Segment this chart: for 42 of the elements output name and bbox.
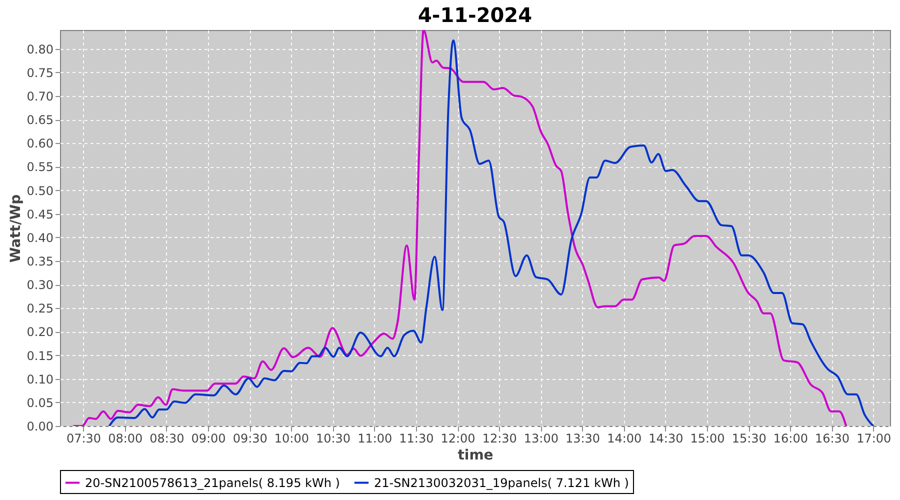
y-tick-label: 0.60 bbox=[26, 136, 54, 151]
x-tick-label: 16:30 bbox=[814, 432, 850, 446]
y-tick-label: 0.65 bbox=[26, 113, 54, 128]
y-tick-label: 0.15 bbox=[26, 348, 54, 363]
x-tick-label: 10:00 bbox=[274, 432, 309, 446]
x-tick-label: 09:30 bbox=[232, 432, 268, 446]
x-tick-label: 11:30 bbox=[399, 432, 434, 446]
x-tick-label: 12:30 bbox=[482, 432, 517, 446]
y-tick-label: 0.75 bbox=[26, 66, 54, 80]
x-tick-label: 12:00 bbox=[440, 432, 476, 446]
x-tick-label: 10:30 bbox=[316, 432, 351, 446]
y-axis-title: Watt/Wp bbox=[8, 194, 24, 263]
y-tick-label: 0.40 bbox=[26, 230, 54, 245]
x-axis-title: time bbox=[458, 448, 494, 464]
legend-label: 20-SN2100578613_21panels( 8.195 kWh ) bbox=[85, 476, 340, 490]
x-tick-label: 17:00 bbox=[856, 432, 892, 446]
y-tick-label: 0.25 bbox=[26, 302, 54, 316]
x-tick-label: 13:30 bbox=[565, 432, 600, 446]
y-tick-label: 0.30 bbox=[26, 278, 54, 292]
x-tick-label: 14:30 bbox=[648, 432, 684, 446]
x-tick-label: 08:00 bbox=[108, 432, 143, 446]
chart-title: 4-11-2024 bbox=[418, 3, 532, 27]
x-tick-label: 15:00 bbox=[690, 432, 725, 446]
x-tick-label: 08:30 bbox=[150, 432, 184, 446]
y-tick-label: 0.20 bbox=[26, 325, 54, 340]
y-tick-label: 0.80 bbox=[26, 42, 54, 56]
y-tick-label: 0.50 bbox=[26, 184, 54, 198]
x-tick-label: 07:30 bbox=[66, 432, 102, 446]
y-tick-label: 0.45 bbox=[26, 207, 54, 222]
x-tick-label: 13:00 bbox=[524, 432, 558, 446]
y-tick-label: 0.10 bbox=[26, 372, 54, 386]
y-tick-label: 0.55 bbox=[26, 160, 54, 174]
x-tick-label: 16:00 bbox=[773, 432, 808, 446]
y-tick-label: 0.35 bbox=[26, 254, 54, 268]
y-tick-label: 0.05 bbox=[26, 396, 54, 410]
y-tick-label: 0.00 bbox=[26, 420, 54, 434]
x-tick-label: 11:00 bbox=[358, 432, 392, 446]
x-tick-label: 15:30 bbox=[732, 432, 766, 446]
legend-label: 21-SN2130032031_19panels( 7.121 kWh ) bbox=[374, 476, 629, 490]
x-tick-label: 14:00 bbox=[607, 432, 642, 446]
x-tick-label: 09:00 bbox=[191, 432, 226, 446]
y-tick-label: 0.70 bbox=[26, 90, 54, 104]
